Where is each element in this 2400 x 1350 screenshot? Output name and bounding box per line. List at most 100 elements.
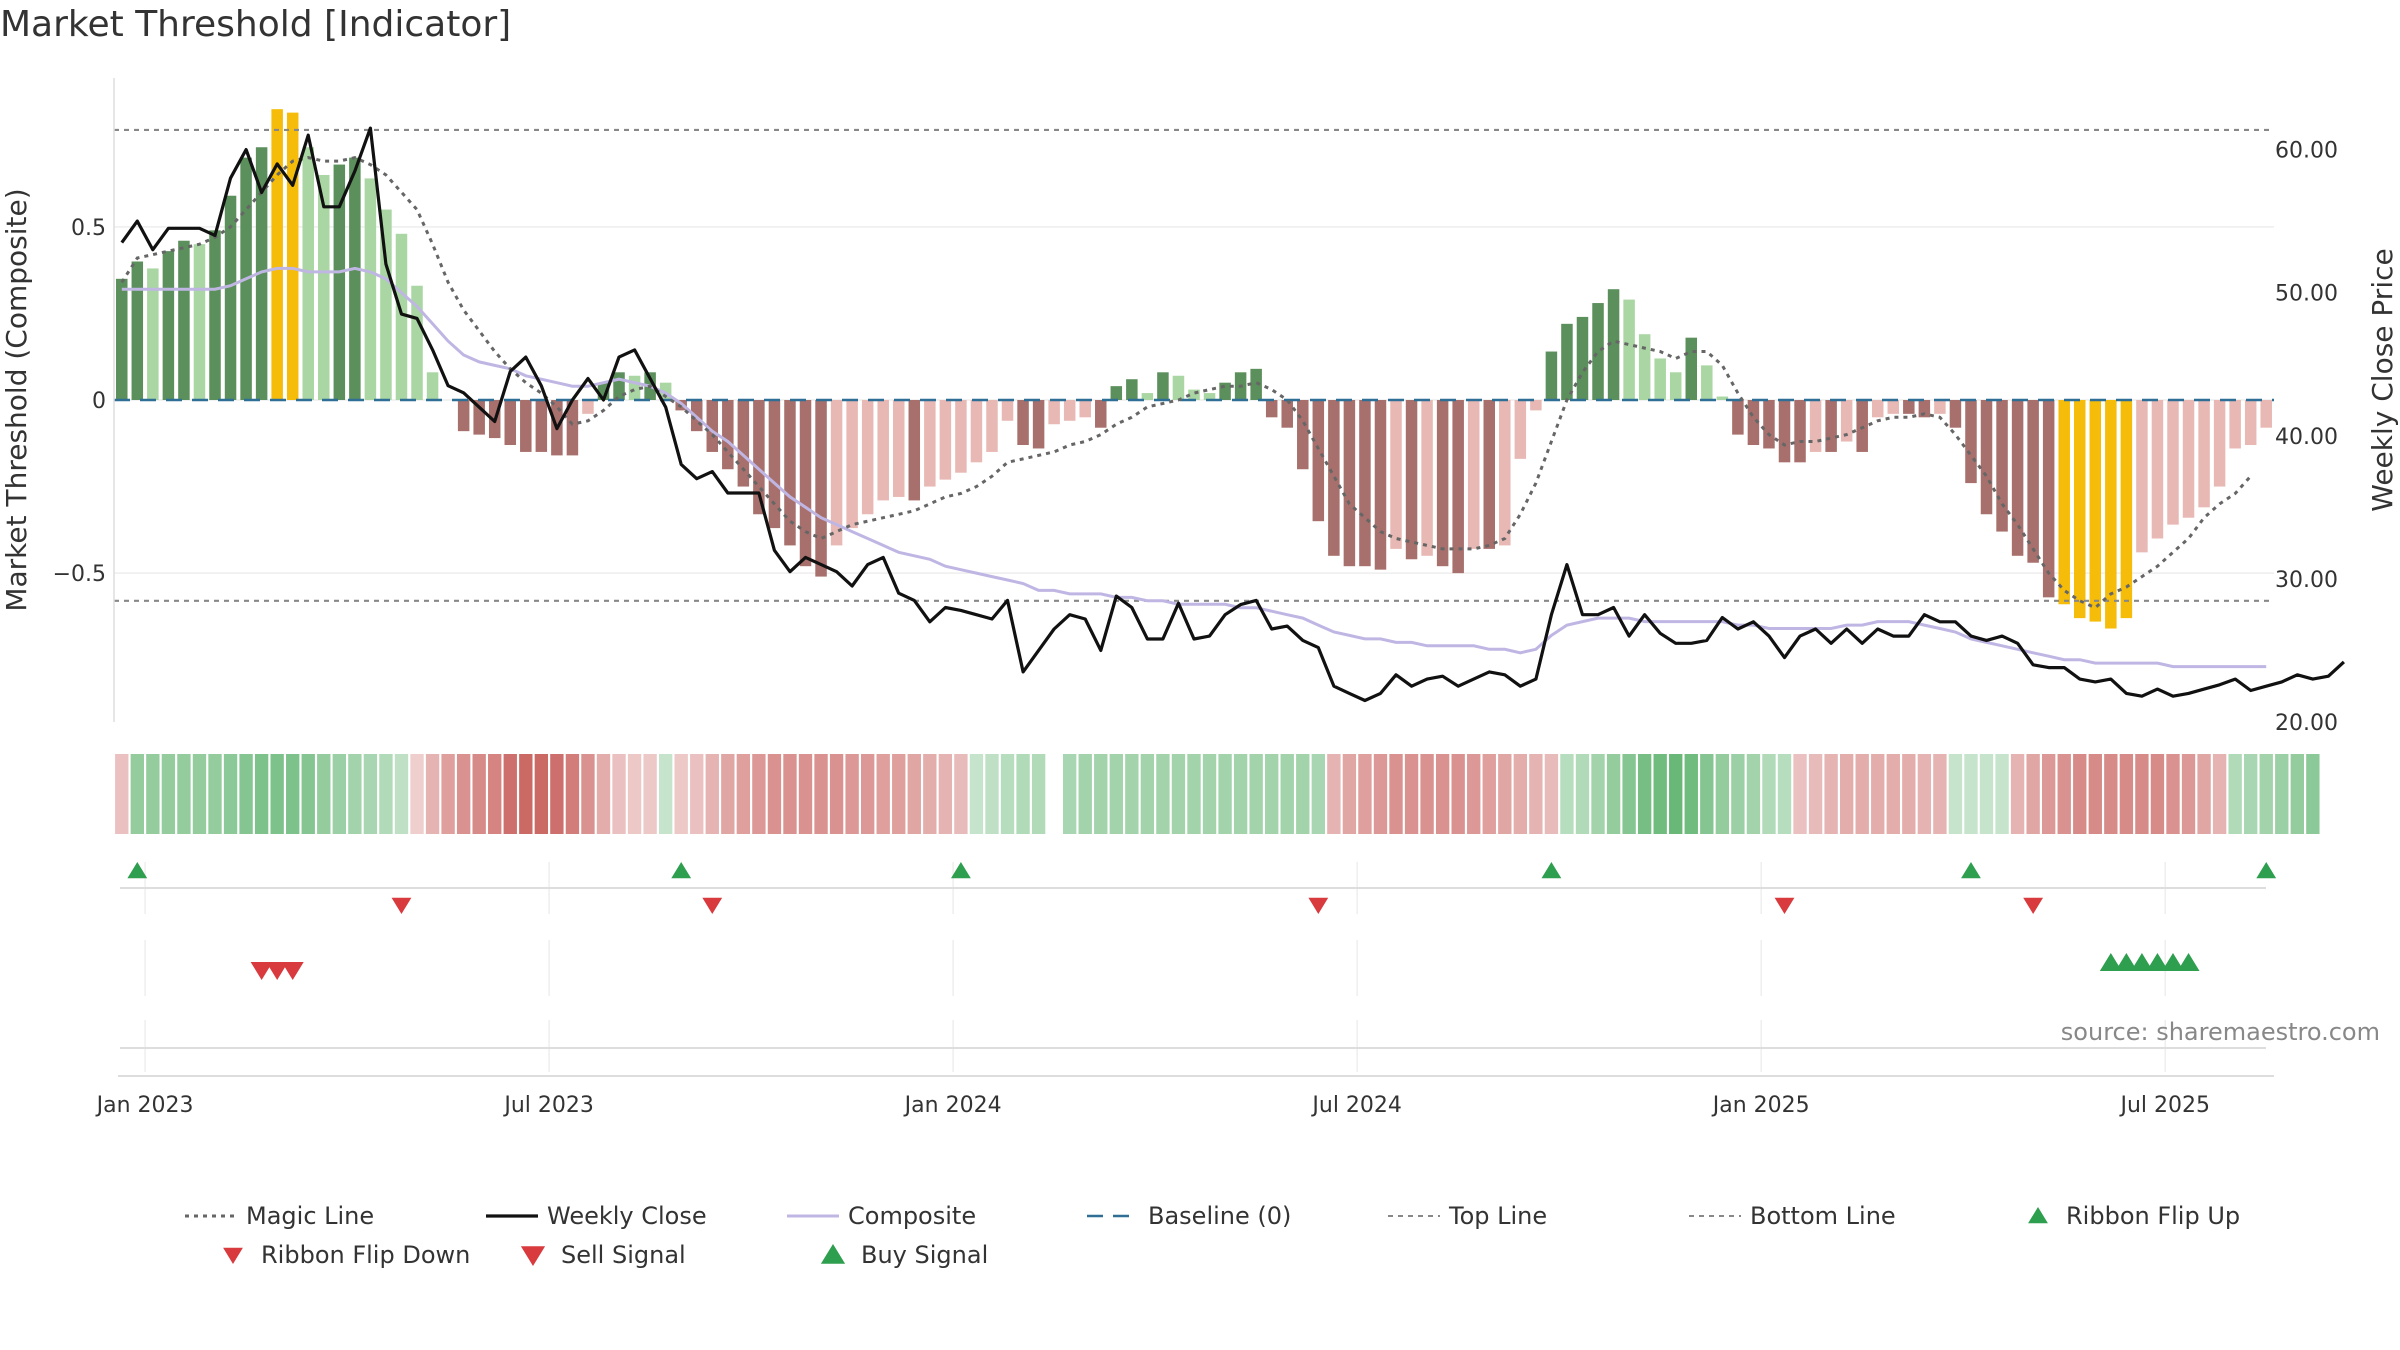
ribbon-cell <box>1202 754 1217 834</box>
ribbon-cell <box>146 754 160 834</box>
histogram-bar <box>193 244 206 400</box>
histogram-bar <box>1623 299 1635 400</box>
ribbon-cell <box>1979 754 1994 834</box>
histogram-bar <box>2089 400 2102 622</box>
buy-signal-marker <box>2161 953 2184 971</box>
histogram-bar <box>1110 386 1123 400</box>
legend-label: Top Line <box>1448 1202 1547 1230</box>
histogram-bar <box>628 375 641 400</box>
ribbon-cell <box>1109 754 1123 834</box>
x-tick-label: Jan 2025 <box>1711 1093 1810 1118</box>
ribbon-cell <box>1762 754 1776 834</box>
ribbon-cell <box>425 754 440 834</box>
ribbon-cell <box>783 754 797 834</box>
ribbon-cell <box>301 754 315 834</box>
ribbon-cell <box>1871 754 1885 834</box>
ribbon-cell <box>2073 754 2087 834</box>
histogram-bar <box>1809 400 1822 452</box>
right-axis-label: Weekly Close Price <box>2366 248 2399 511</box>
ribbon-cell <box>1063 754 1077 834</box>
histogram-bar <box>2074 400 2086 619</box>
ribbon-cell <box>161 754 176 834</box>
ribbon-cell <box>1793 754 1807 834</box>
buy-signal-marker <box>2177 953 2200 971</box>
ribbon-cell <box>2275 754 2289 834</box>
histogram-bar <box>1421 400 1433 556</box>
ribbon-cell <box>472 754 486 834</box>
ribbon-cell <box>1653 754 1667 834</box>
ribbon-cell <box>2119 754 2134 834</box>
ribbon-cell <box>907 754 921 834</box>
ribbon-cell <box>1031 754 1046 834</box>
histogram-bar <box>2136 400 2148 553</box>
histogram-bar <box>2042 400 2055 598</box>
ribbon-cell <box>1187 754 1201 834</box>
legend-label: Composite <box>848 1202 976 1230</box>
ribbon-cell <box>1824 754 1838 834</box>
ribbon-flip-up-marker <box>951 862 971 879</box>
histogram-bar <box>147 268 159 400</box>
ribbon-cell <box>2228 754 2242 834</box>
ribbon-cell <box>456 754 471 834</box>
histogram-bar <box>1452 400 1464 574</box>
ribbon-cell <box>503 754 517 834</box>
ribbon-cell <box>363 754 378 834</box>
histogram-bar <box>1343 400 1356 567</box>
ribbon-cell <box>767 754 782 834</box>
histogram-bar <box>520 400 532 452</box>
histogram-bar <box>1219 382 1231 400</box>
ribbon-cell <box>1482 754 1496 834</box>
sell-signal-marker <box>250 962 273 980</box>
histogram-bar <box>2120 400 2133 619</box>
ribbon-cell <box>550 754 564 834</box>
histogram-bar <box>784 400 796 546</box>
histogram-bar <box>2151 400 2164 539</box>
histogram-bar <box>224 195 237 400</box>
histogram-bar <box>1095 400 1107 428</box>
left-tick-label: 0.5 <box>71 216 106 241</box>
ribbon-cell <box>2197 754 2211 834</box>
histogram-bar <box>2167 400 2179 525</box>
buy-signal-marker <box>2115 953 2138 971</box>
histogram-bar <box>1048 400 1060 425</box>
weekly-close-line <box>120 126 2345 703</box>
histogram-bar <box>566 400 579 456</box>
source-label: source: sharemaestro.com <box>2061 1018 2380 1046</box>
ribbon-cell <box>394 754 409 834</box>
ribbon-cell <box>1125 754 1139 834</box>
legend-ribbon-flip-down-swatch <box>223 1247 243 1264</box>
ribbon-cell <box>534 754 549 834</box>
histogram-bar <box>131 261 144 400</box>
ribbon-cell <box>2010 754 2025 834</box>
ribbon-cell <box>2135 754 2149 834</box>
sell-signal-marker <box>281 962 304 980</box>
right-tick-label: 30.00 <box>2275 568 2338 593</box>
histogram-bar <box>1359 400 1371 567</box>
ribbon-cell <box>2290 754 2304 834</box>
ribbon-cell <box>1839 754 1854 834</box>
ribbon-cell <box>1637 754 1652 834</box>
ribbon-cell <box>2166 754 2180 834</box>
ribbon-flip-down-marker <box>2023 897 2044 914</box>
histogram-bar <box>1545 351 1558 400</box>
histogram-bar <box>908 400 921 501</box>
histogram-bar <box>380 209 392 400</box>
ribbon-cell <box>1311 754 1325 834</box>
ribbon-cell <box>1404 754 1419 834</box>
axes: 0.5 0 −0.5 60.00 50.00 40.00 30.00 20.00 Market … <box>0 78 2399 1118</box>
histogram-bar <box>255 147 268 400</box>
ribbon-cell <box>2104 754 2118 834</box>
ribbon-cell <box>239 754 253 834</box>
histogram-bar <box>970 400 983 463</box>
histogram-bar <box>939 400 952 480</box>
legend-label: Ribbon Flip Down <box>261 1241 470 1269</box>
histogram-bar <box>2027 400 2039 563</box>
ribbon-cell <box>1575 754 1590 834</box>
ribbon-cell <box>1016 754 1030 834</box>
ribbon-cell <box>2212 754 2227 834</box>
histogram-bar <box>815 400 827 577</box>
histogram-bar <box>892 400 905 497</box>
ribbon-cell <box>1373 754 1388 834</box>
left-tick-label: −0.5 <box>53 562 106 587</box>
histogram-bar <box>1172 375 1185 400</box>
